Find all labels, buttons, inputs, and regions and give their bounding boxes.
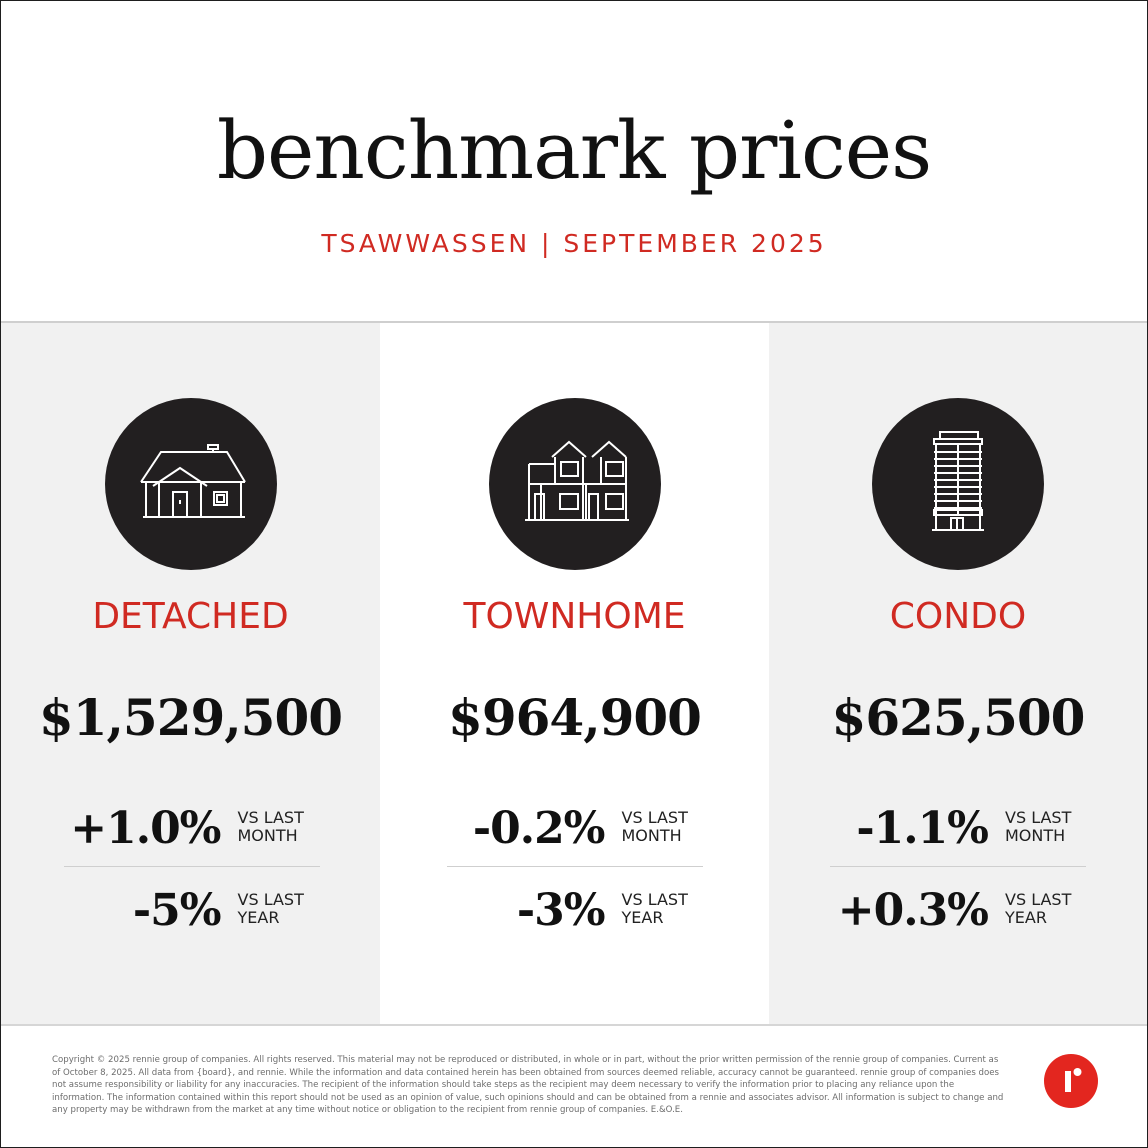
stat-divider: [830, 866, 1086, 867]
benchmark-price: $625,500: [831, 688, 1086, 747]
year-change-row: -3% VS LAST YEAR: [380, 883, 769, 939]
condo-panel: CONDO $625,500 -1.1% VS LAST MONTH +0.3%…: [769, 323, 1147, 1024]
year-change-value: -5%: [132, 885, 222, 936]
year-change-value: -3%: [516, 885, 606, 936]
footer-divider: [1, 1024, 1147, 1026]
page-title: benchmark prices: [216, 104, 932, 197]
page-subtitle: TSAWWASSEN | SEPTEMBER 2025: [321, 229, 827, 258]
condo-icon-circle: [872, 398, 1044, 570]
month-change-value: -1.1%: [856, 803, 989, 854]
year-change-row: +0.3% VS LAST YEAR: [769, 883, 1147, 939]
header-divider: [1, 321, 1147, 323]
year-change-value: +0.3%: [837, 885, 989, 936]
townhome-icon-circle: [488, 398, 661, 570]
property-type-label: TOWNHOME: [463, 596, 686, 637]
property-type-label: CONDO: [889, 596, 1027, 637]
month-change-value: -0.2%: [472, 803, 606, 854]
rennie-logo-icon: [1044, 1054, 1098, 1108]
header: benchmark prices TSAWWASSEN | SEPTEMBER …: [1, 1, 1147, 321]
benchmark-price: $964,900: [448, 688, 702, 747]
detached-house-icon: [139, 444, 246, 518]
month-change-label: VS LAST MONTH: [621, 808, 688, 845]
month-change-row: +1.0% VS LAST MONTH: [1, 801, 380, 857]
townhome-icon: [524, 440, 629, 521]
property-type-label: DETACHED: [92, 596, 289, 637]
townhome-panel: TOWNHOME $964,900 -0.2% VS LAST MONTH -3…: [380, 323, 769, 1024]
disclaimer-text: Copyright © 2025 rennie group of compani…: [52, 1055, 1004, 1115]
detached-icon-circle: [104, 398, 277, 570]
footer: Copyright © 2025 rennie group of compani…: [1, 1026, 1147, 1147]
benchmark-price: $1,529,500: [38, 688, 343, 747]
month-change-value: +1.0%: [70, 803, 221, 854]
year-change-row: -5% VS LAST YEAR: [1, 883, 380, 939]
detached-panel: DETACHED $1,529,500 +1.0% VS LAST MONTH …: [1, 323, 380, 1024]
stat-divider: [446, 866, 703, 867]
year-change-label: VS LAST YEAR: [1005, 890, 1072, 927]
month-change-label: VS LAST MONTH: [1005, 808, 1072, 845]
rennie-logo-mark: [1065, 1068, 1082, 1092]
month-change-row: -0.2% VS LAST MONTH: [380, 801, 769, 857]
year-change-label: VS LAST YEAR: [621, 890, 688, 927]
month-change-label: VS LAST MONTH: [237, 808, 304, 845]
stat-divider: [63, 866, 320, 867]
year-change-label: VS LAST YEAR: [237, 890, 304, 927]
month-change-row: -1.1% VS LAST MONTH: [769, 801, 1147, 857]
condo-building-icon: [932, 431, 984, 531]
